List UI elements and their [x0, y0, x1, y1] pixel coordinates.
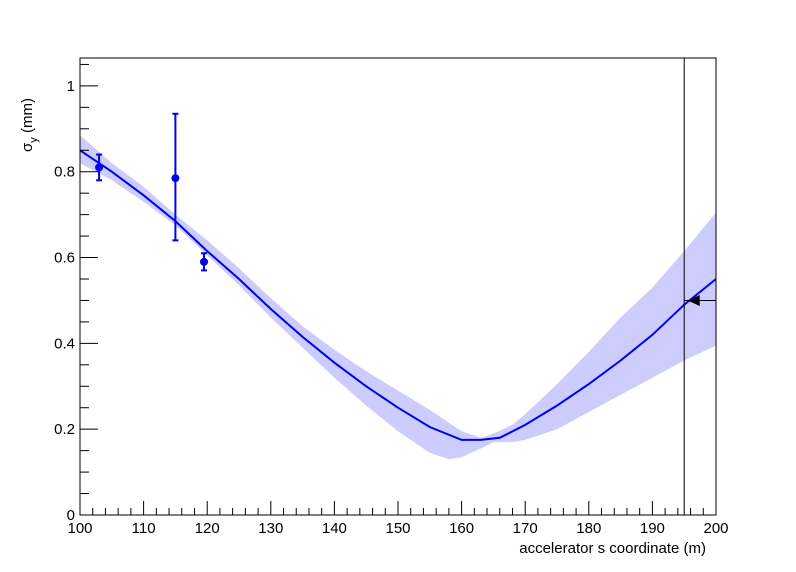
measurement-marker [95, 163, 104, 172]
x-tick-label: 170 [513, 520, 538, 537]
y-axis-title-unit: (mm) [19, 98, 36, 137]
x-tick-label: 190 [640, 520, 665, 537]
x-tick-label: 140 [322, 520, 347, 537]
axes-layer: 100 110 120 130 140 150 160 170 180 190 200 0 0.2 0.4… [54, 63, 729, 537]
measurement-marker [200, 257, 209, 266]
y-axis-title-main: σ [19, 142, 36, 152]
y-tick-label: 0.6 [54, 250, 75, 267]
y-tick-label: 0.4 [54, 335, 75, 352]
x-tick-label: 110 [132, 520, 156, 537]
target-marker-layer [683, 58, 716, 515]
target-triangle-marker [687, 294, 700, 306]
y-tick-label: 0.2 [54, 421, 75, 438]
measurement-point-1 [95, 153, 104, 182]
y-tick-label: 0.8 [54, 164, 75, 181]
measurement-points-layer [95, 112, 209, 272]
x-tick-label: 160 [449, 520, 474, 537]
x-tick-label: 180 [576, 520, 601, 537]
y-axis-title-sub: y [28, 137, 40, 143]
measurement-marker [171, 174, 180, 183]
x-tick-label: 130 [258, 520, 283, 537]
y-tick-label: 0 [67, 507, 75, 524]
x-tick-label: 200 [703, 520, 728, 537]
x-tick-label: 100 [67, 520, 92, 537]
y-tick-label: 1 [67, 78, 75, 95]
confidence-band-layer [80, 135, 716, 460]
x-tick-label: 150 [385, 520, 410, 537]
x-axis-title: accelerator s coordinate (m) [519, 540, 706, 557]
measurement-point-2 [171, 112, 180, 242]
fit-line [79, 149, 717, 441]
fit-line-layer [79, 149, 717, 441]
measurement-point-3 [200, 252, 209, 272]
x-tick-label: 120 [195, 520, 220, 537]
y-axis-title: σy (mm) [19, 98, 40, 152]
confidence-band [80, 135, 716, 460]
